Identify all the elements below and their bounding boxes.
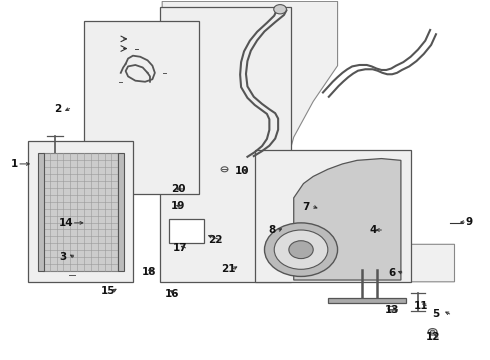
Text: 2: 2 [54,104,61,113]
Bar [170,219,203,243]
Circle shape [265,223,338,276]
Polygon shape [162,1,455,282]
Bar [373,298,380,302]
Circle shape [289,241,313,258]
Circle shape [162,82,167,85]
Polygon shape [132,36,138,41]
Text: 14: 14 [59,218,74,228]
Circle shape [279,225,285,229]
Text: 22: 22 [208,235,223,245]
FancyBboxPatch shape [28,141,133,282]
Polygon shape [294,158,401,280]
Circle shape [177,230,182,234]
Text: 13: 13 [384,305,399,315]
Text: 10: 10 [235,166,250,176]
Bar [358,298,366,302]
Circle shape [274,5,287,14]
Text: 7: 7 [302,202,310,212]
Text: 9: 9 [465,217,472,227]
Text: 11: 11 [414,301,429,311]
Text: 21: 21 [220,264,235,274]
Bar [43,153,118,271]
FancyBboxPatch shape [84,21,199,194]
Circle shape [430,330,435,333]
Text: 20: 20 [171,184,185,194]
FancyBboxPatch shape [160,7,291,282]
Bar [328,298,406,303]
Text: 19: 19 [171,201,185,211]
Circle shape [274,230,328,269]
Text: 12: 12 [426,332,441,342]
Text: 6: 6 [389,268,396,278]
Text: 5: 5 [433,309,440,319]
Bar [38,153,44,271]
Text: 3: 3 [59,252,66,262]
FancyBboxPatch shape [255,150,411,282]
Circle shape [128,94,133,98]
Text: 4: 4 [369,225,377,235]
Text: 8: 8 [269,225,276,235]
Text: 16: 16 [165,289,179,298]
Text: 1: 1 [11,159,19,169]
Circle shape [190,234,193,237]
Text: 17: 17 [173,243,188,253]
Bar [118,153,124,271]
Text: 18: 18 [142,267,156,277]
Text: 15: 15 [101,287,116,296]
